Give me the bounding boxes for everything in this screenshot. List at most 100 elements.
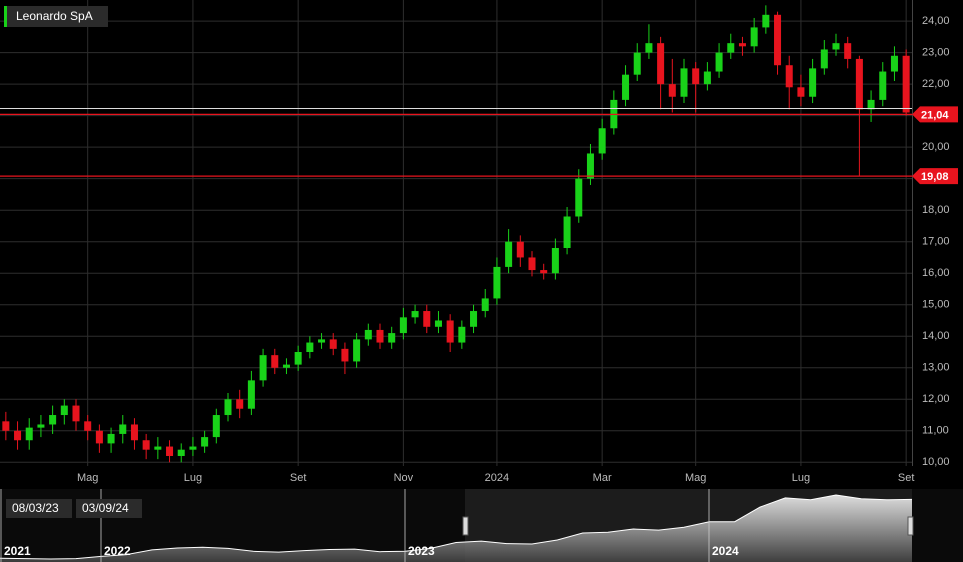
level-label: 19,08 (921, 171, 949, 183)
candle-body (446, 320, 454, 343)
level-tag (912, 106, 958, 123)
candle-body (434, 320, 442, 327)
range-box (76, 499, 142, 518)
candle-body (282, 364, 290, 368)
candle-body (142, 440, 150, 450)
x-tick-label: Mag (685, 472, 706, 484)
candle-body (201, 437, 209, 447)
candle-body (236, 399, 244, 409)
chart-title: Leonardo SpA (16, 9, 93, 23)
navigator-handle[interactable] (462, 516, 469, 536)
candle-body (95, 430, 103, 444)
candle-body (820, 49, 828, 69)
candle-body (668, 84, 676, 97)
candle-body (224, 399, 232, 416)
navigator-handle[interactable] (907, 516, 914, 536)
candle-body (294, 352, 302, 365)
candle-body (341, 348, 349, 362)
candle-body (563, 216, 571, 249)
candle-body (329, 339, 337, 349)
candle-body (470, 311, 478, 327)
candle-body (844, 43, 852, 59)
y-tick-label: 20,00 (922, 141, 950, 153)
candle-body (72, 405, 80, 422)
x-tick-label: Set (898, 472, 915, 484)
candle-body (680, 68, 688, 97)
candle-body (902, 55, 910, 113)
candle-body (785, 65, 793, 88)
candle-body (107, 433, 115, 444)
candle-body (715, 52, 723, 72)
range-date: 08/03/23 (12, 501, 59, 515)
y-tick-label: 16,00 (922, 267, 950, 279)
candle-body (2, 421, 10, 431)
candle-body (411, 311, 419, 318)
navigator-year: 2023 (408, 544, 435, 558)
candle-body (212, 415, 220, 438)
title-box (4, 6, 108, 27)
y-tick-label: 14,00 (922, 330, 950, 342)
candle-body (832, 43, 840, 50)
y-tick-label: 15,00 (922, 299, 950, 311)
candle-body (259, 355, 267, 381)
candle-body (809, 68, 817, 97)
x-tick-label: 2024 (485, 472, 509, 484)
candle-body (774, 14, 782, 66)
candle-body (388, 333, 396, 343)
y-tick-label: 18,00 (922, 204, 950, 216)
candle-body (130, 424, 138, 441)
y-tick-label: 17,00 (922, 236, 950, 248)
y-tick-label: 22,00 (922, 78, 950, 90)
candle-body (25, 427, 33, 441)
candle-body (271, 355, 279, 368)
y-tick-label: 13,00 (922, 362, 950, 374)
candle-body (247, 380, 255, 409)
x-tick-label: Lug (184, 472, 202, 484)
candle-body (14, 430, 22, 441)
candle-body (364, 329, 372, 340)
candle-body (166, 446, 174, 456)
x-tick-label: Mag (77, 472, 98, 484)
navigator-area (0, 495, 912, 562)
candle-body (633, 52, 641, 75)
candle-body (481, 298, 489, 312)
candle-body (879, 71, 887, 100)
navigator-year: 2022 (104, 544, 131, 558)
candle-body (119, 424, 127, 434)
candle-body (528, 257, 536, 271)
candle-body (762, 14, 770, 28)
navigator: 2021 2022 2023 2024 08/03/23 03/09/24 (0, 489, 963, 562)
candle-body (598, 128, 606, 154)
range-date: 03/09/24 (82, 501, 129, 515)
candle-body (575, 178, 583, 217)
candle-body (458, 326, 466, 343)
candle-body (505, 241, 513, 267)
candle-body (657, 43, 665, 85)
level-tag (912, 168, 958, 185)
candle-body (867, 99, 875, 110)
level-label: 21,04 (921, 109, 949, 121)
x-tick-label: Mar (593, 472, 612, 484)
y-tick-label: 10,00 (922, 456, 950, 468)
x-tick-label: Nov (394, 472, 414, 484)
candle-body (855, 58, 863, 110)
candle-body (738, 43, 746, 47)
navigator-line (0, 494, 913, 560)
range-box (6, 499, 72, 518)
candle-body (423, 311, 431, 327)
candle-body (516, 241, 524, 258)
candle-body (60, 405, 68, 416)
candle-body (692, 68, 700, 85)
candle-body (493, 266, 501, 299)
y-tick-label: 11,00 (922, 425, 949, 437)
candle-body (551, 248, 559, 274)
candle-body (750, 27, 758, 47)
title-accent (4, 6, 7, 27)
candle-body (645, 43, 653, 53)
candle-body (727, 43, 735, 53)
candle-body (49, 415, 57, 425)
y-tick-label: 12,00 (922, 393, 950, 405)
navigator-year: 2024 (712, 544, 739, 558)
candle-body (84, 421, 92, 431)
